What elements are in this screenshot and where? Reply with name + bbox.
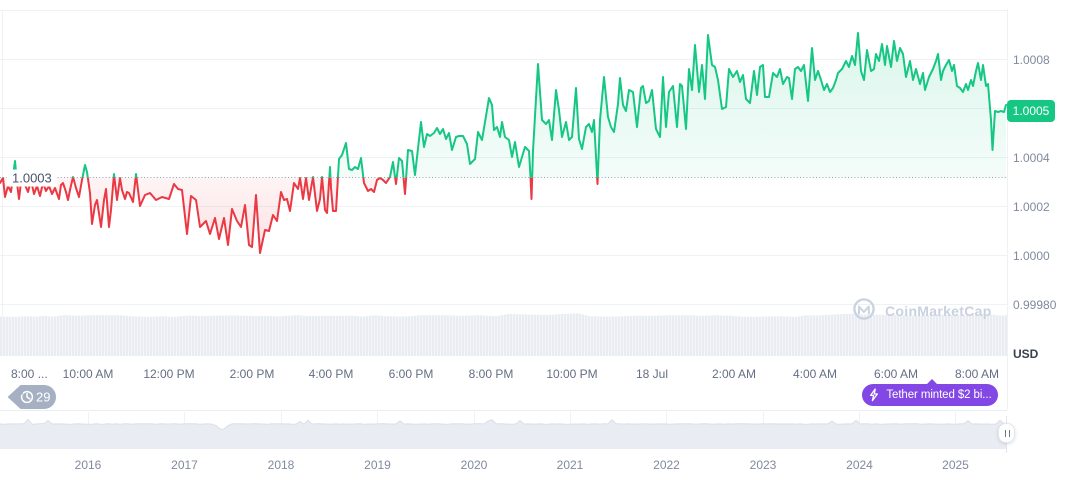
- svg-text:29: 29: [36, 390, 50, 405]
